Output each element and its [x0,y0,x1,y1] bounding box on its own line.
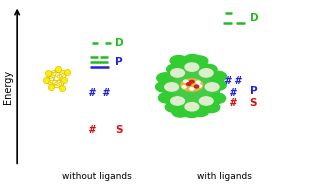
Ellipse shape [170,56,187,66]
Ellipse shape [157,73,174,83]
Text: with ligands: with ligands [197,172,252,181]
Circle shape [194,85,199,88]
Ellipse shape [192,106,209,117]
Circle shape [171,97,184,105]
Circle shape [198,85,202,87]
Ellipse shape [181,79,203,91]
Circle shape [187,83,191,85]
Text: D: D [115,38,124,47]
Text: #: # [230,98,237,108]
Text: without ligands: without ligands [62,172,132,181]
Circle shape [165,83,178,91]
Text: D: D [250,13,258,23]
Circle shape [205,83,219,91]
Text: #: # [230,88,237,98]
Text: Energy: Energy [3,70,13,104]
Ellipse shape [200,64,217,75]
Ellipse shape [184,54,201,65]
Text: P: P [250,86,257,96]
Ellipse shape [164,60,220,113]
Ellipse shape [158,93,176,103]
Circle shape [196,81,200,83]
Ellipse shape [167,64,184,74]
Circle shape [190,88,194,90]
Ellipse shape [191,56,208,66]
Ellipse shape [209,80,226,90]
Text: S: S [250,98,257,108]
Circle shape [185,63,199,71]
Ellipse shape [208,93,226,104]
Circle shape [199,97,213,105]
Circle shape [171,69,184,77]
Text: S: S [115,125,122,135]
Text: #: # [224,76,231,86]
Text: #: # [103,88,110,98]
Ellipse shape [183,107,200,118]
Ellipse shape [172,107,189,117]
Text: P: P [115,57,122,67]
Circle shape [185,103,199,111]
Circle shape [184,80,188,82]
Text: #: # [89,125,95,135]
Circle shape [199,69,213,77]
Circle shape [190,80,194,83]
Text: #: # [235,76,242,86]
Ellipse shape [209,71,227,82]
Text: #: # [89,88,95,98]
Ellipse shape [202,102,220,113]
Ellipse shape [156,82,173,92]
Circle shape [182,86,186,88]
Ellipse shape [165,102,183,112]
